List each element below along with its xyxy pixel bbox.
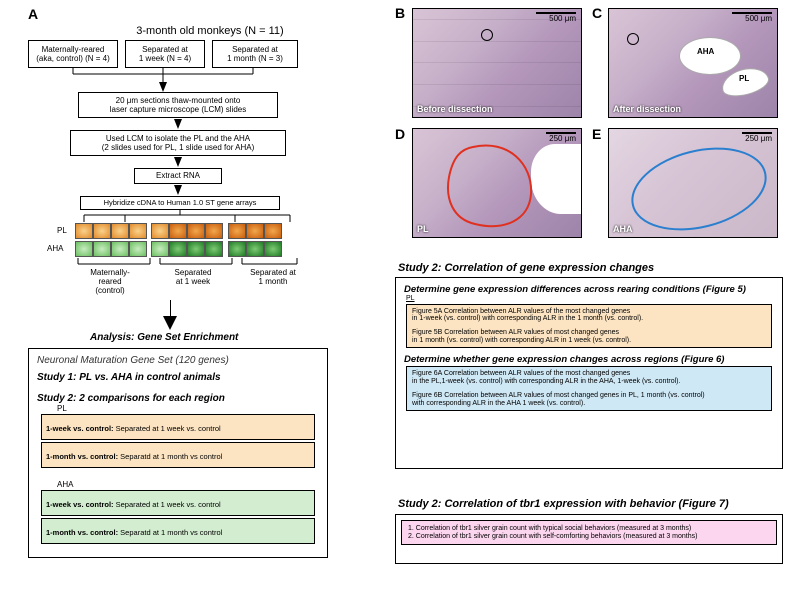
aha-row-label: AHA (47, 244, 63, 253)
header-text: 3-month old monkeys (N = 11) (60, 25, 360, 37)
label-aha-e: AHA (613, 224, 633, 234)
group-sep1wk: Separated at 1 week (N = 4) (125, 40, 205, 68)
hole-aha (679, 37, 741, 75)
step-hybridize-text: Hybridize cDNA to Human 1.0 ST gene arra… (104, 199, 257, 208)
study2-box-title: Study 2: Correlation of gene expression … (398, 262, 654, 274)
pl-1w-row: 1-week vs. control: Separated at 1 week … (41, 414, 315, 440)
step-hybridize: Hybridize cDNA to Human 1.0 ST gene arra… (80, 196, 280, 210)
outline-pl (413, 129, 582, 238)
analysis-box: Neuronal Maturation Gene Set (120 genes)… (28, 348, 328, 558)
cond-c: Separated at 1 month (236, 268, 310, 286)
study2-tbr-box: 1. Correlation of tbr1 silver grain coun… (395, 514, 783, 564)
step-slides-text: 20 μm sections thaw-mounted onto laser c… (110, 96, 247, 114)
big-arrow-head (163, 316, 177, 330)
step-slides: 20 μm sections thaw-mounted onto laser c… (78, 92, 278, 118)
sub1: Determine gene expression differences ac… (404, 284, 774, 295)
scale-b: 500 μm (536, 12, 576, 23)
study2-box: Determine gene expression differences ac… (395, 277, 783, 469)
fig6a-text: Figure 6A Correlation between ALR values… (412, 370, 766, 385)
group-control: Maternally-reared (aka, control) (N = 4) (28, 40, 118, 68)
fig5a-text: Figure 5A Correlation between ALR values… (412, 308, 766, 323)
fig5-block: Figure 5A Correlation between ALR values… (406, 304, 772, 349)
arrow-2 (174, 157, 182, 167)
arrow-3 (174, 185, 182, 195)
circle-mark-c (627, 33, 639, 45)
sub2: Determine whether gene expression change… (404, 354, 774, 365)
pl-1m-row: 1-month vs. control: Separatd at 1 month… (41, 442, 315, 468)
panel-letter-c: C (592, 5, 602, 21)
fig6b-text: Figure 6B Correlation between ALR values… (412, 392, 766, 407)
circle-mark-b (481, 29, 493, 41)
label-after: After dissection (613, 104, 681, 114)
analysis-title: Analysis: Gene Set Enrichment (90, 332, 238, 343)
group-sep1wk-text: Separated at 1 week (N = 4) (139, 45, 191, 63)
panel-letter-a: A (28, 6, 38, 22)
step-lcm-text: Used LCM to isolate the PL and the AHA (… (102, 134, 255, 152)
tbr-line1: 1. Correlation of tbr1 silver grain coun… (408, 525, 770, 533)
outline-aha (609, 129, 778, 238)
fig5b-text: Figure 5B Correlation between ALR values… (412, 329, 766, 344)
step-lcm: Used LCM to isolate the PL and the AHA (… (70, 130, 286, 156)
pl-underline: PL (406, 295, 774, 303)
tbr-block: 1. Correlation of tbr1 silver grain coun… (401, 520, 777, 545)
step-extract-text: Extract RNA (156, 171, 200, 180)
label-pl-d: PL (417, 224, 429, 234)
group-control-text: Maternally-reared (aka, control) (N = 4) (36, 45, 110, 63)
panel-letter-e: E (592, 126, 601, 142)
cond-a: Maternally- reared (control) (70, 268, 150, 296)
tag-aha-c: AHA (697, 47, 714, 56)
study1-text: Study 1: PL vs. AHA in control animals (37, 372, 319, 383)
scale-c: 500 μm (732, 12, 772, 23)
micro-b: 500 μm Before dissection (412, 8, 582, 118)
fig6-block: Figure 6A Correlation between ALR values… (406, 366, 772, 411)
fanout-lines (70, 210, 310, 224)
tbr-line2: 2. Correlation of tbr1 silver grain coun… (408, 533, 770, 541)
aha-1w-row: 1-week vs. control: Separated at 1 week … (41, 490, 315, 516)
cond-b: Separated at 1 week (158, 268, 228, 286)
micro-d: 250 μm PL (412, 128, 582, 238)
figure-panel: A 3-month old monkeys (N = 11) Maternall… (0, 0, 800, 606)
study2-tbr-title: Study 2: Correlation of tbr1 expression … (398, 498, 729, 510)
group-sep1mo: Separated at 1 month (N = 3) (212, 40, 298, 68)
aha-1m-row: 1-month vs. control: Separatd at 1 month… (41, 518, 315, 544)
study2-text: Study 2: 2 comparisons for each region (37, 393, 319, 404)
group-sep1mo-text: Separated at 1 month (N = 3) (227, 45, 283, 63)
step-extract: Extract RNA (134, 168, 222, 184)
aha-sub-header: AHA (57, 480, 319, 489)
pl-row-label: PL (57, 226, 67, 235)
arrow-1 (174, 119, 182, 129)
micro-c: 500 μm AHA PL After dissection (608, 8, 778, 118)
label-before: Before dissection (417, 104, 493, 114)
pl-sub-header: PL (57, 404, 319, 413)
panel-letter-b: B (395, 5, 405, 21)
converge-lines (28, 68, 303, 94)
tag-pl-c: PL (739, 74, 749, 83)
micro-e: 250 μm AHA (608, 128, 778, 238)
geneset-text: Neuronal Maturation Gene Set (120 genes) (37, 355, 319, 366)
panel-letter-d: D (395, 126, 405, 142)
